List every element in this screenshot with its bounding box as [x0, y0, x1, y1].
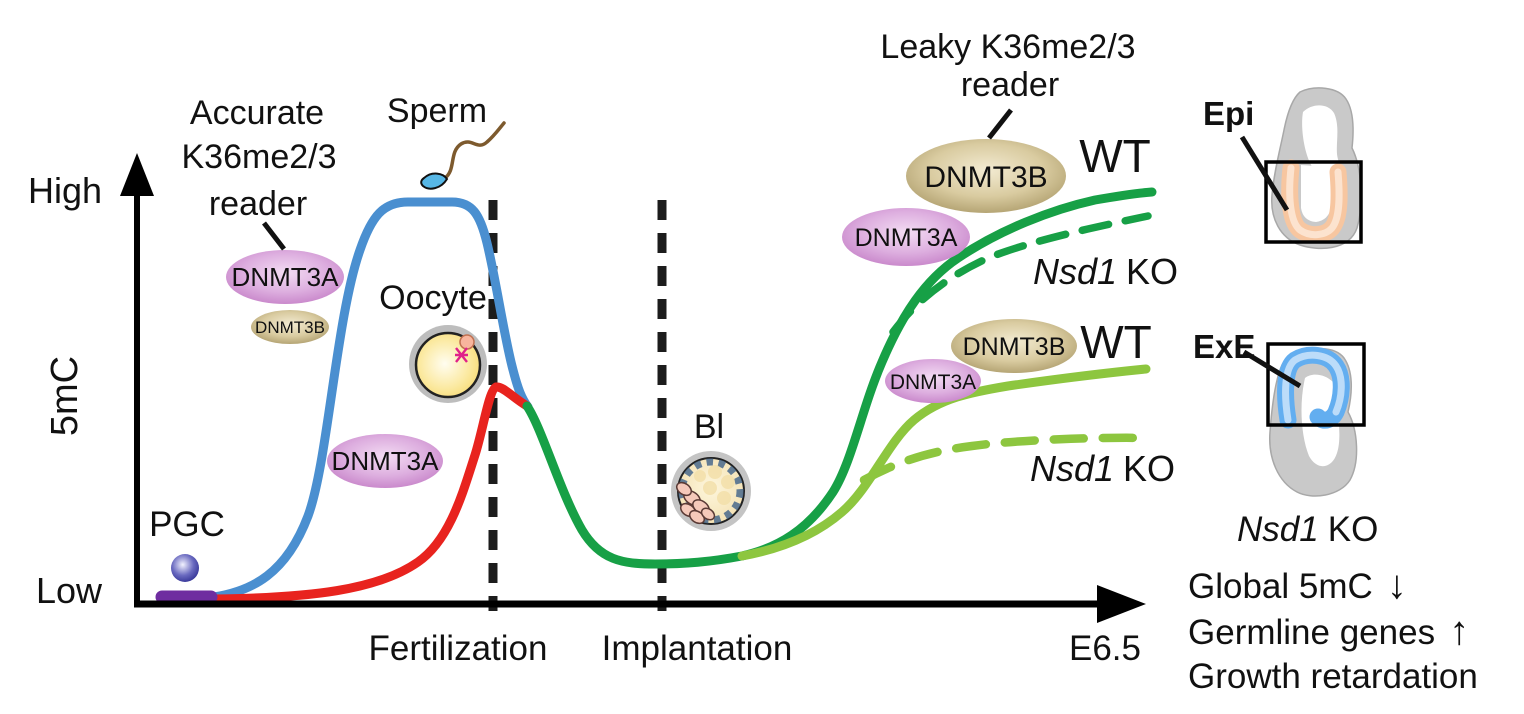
- dnmt3b-label-top-right: DNMT3B: [924, 161, 1047, 194]
- methylation-curves: [155, 187, 1157, 604]
- ko-suffix: KO: [1328, 510, 1379, 549]
- leaky-reader-line1: Leaky K36me2/3: [880, 28, 1135, 66]
- reader-annotations: Accurate K36me2/3 reader Leaky K36me2/3 …: [182, 28, 1136, 223]
- epi-embryo-illustration: Epi: [1203, 87, 1363, 250]
- axes: [120, 153, 1146, 623]
- up-arrow-icon: ↑: [1449, 609, 1469, 653]
- exe-label: ExE: [1193, 328, 1255, 365]
- y-axis-arrowhead: [120, 153, 154, 196]
- nsd1-gene-italic: Nsd1: [1033, 251, 1117, 292]
- leaky-reader-line2: reader: [961, 66, 1059, 104]
- leaky-reader-complex-epi: DNMT3B DNMT3A: [842, 108, 1066, 266]
- accurate-reader-line3: reader: [209, 185, 307, 223]
- blastocyst-icon: [671, 451, 751, 531]
- sperm-icon: [420, 121, 506, 190]
- epi-pointer-line: [1239, 135, 1290, 212]
- axis-labels: High Low 5mC Fertilization Implantation …: [28, 170, 1141, 668]
- x-axis-arrowhead: [1097, 585, 1146, 623]
- pgc-icon: [171, 554, 199, 582]
- embryo-exe-wt-curve: [737, 364, 1151, 561]
- dnmt3b-label-left: DNMT3B: [255, 318, 325, 337]
- dnmt3a-label-right-2: DNMT3A: [890, 371, 976, 394]
- exe-nsd1-ko-dashed-curve: [859, 433, 1153, 485]
- nsd1-gene-italic: Nsd1: [1237, 510, 1319, 549]
- epi-epiblast-band-highlight: [1286, 164, 1343, 239]
- dnmt3b-oval-top-right: [906, 139, 1066, 213]
- dnmt3b-oval-left: [251, 310, 329, 344]
- epi-nsd1-ko-dashed-curve: [889, 212, 1152, 336]
- blastocyst-trophectoderm-ring: [678, 458, 744, 524]
- x-end-label: E6.5: [1069, 629, 1141, 668]
- leaky-reader-pointer-line: [987, 108, 1013, 140]
- ko-summary-title: Nsd1 KO: [1237, 510, 1378, 549]
- nsd1-gene-italic: Nsd1: [1030, 448, 1114, 489]
- y-high-label: High: [28, 170, 102, 211]
- sperm-5mc-curve: [209, 197, 533, 602]
- oocyte-dnmt3a: DNMT3A: [327, 434, 443, 488]
- oocyte-spindle: [455, 347, 468, 363]
- dnmt3a-label-top-right: DNMT3A: [855, 224, 958, 252]
- y-axis-title: 5mC: [44, 356, 86, 436]
- accurate-reader-line1: Accurate: [190, 94, 324, 132]
- accurate-reader-complex: DNMT3A DNMT3B: [226, 221, 344, 344]
- sperm-tail: [443, 121, 506, 180]
- oocyte-polar-body: [459, 334, 475, 350]
- ko-suffix: KO: [1126, 251, 1178, 292]
- accurate-reader-pointer-line: [262, 221, 286, 251]
- epi-embryo-proamniotic-cavity: [1302, 105, 1341, 178]
- cell-labels: PGC Sperm Oocyte Bl: [149, 92, 724, 544]
- exe-pointer-line: [1242, 349, 1302, 389]
- sperm-label: Sperm: [387, 92, 487, 130]
- effect-text: Global 5mC: [1188, 567, 1373, 606]
- sperm-head: [420, 172, 449, 190]
- epi-label: Epi: [1203, 95, 1254, 132]
- ko-effect-growth-retardation: Growth retardation: [1188, 657, 1478, 696]
- pgc-sphere: [171, 554, 199, 582]
- x-tick-fertilization: Fertilization: [369, 629, 548, 668]
- dnmt3a-oval-right-2: [885, 359, 981, 403]
- dnmt3b-label-right-2: DNMT3B: [963, 333, 1066, 361]
- exe-band-highlight: [1282, 351, 1345, 424]
- blastocyst-label: Bl: [694, 408, 724, 446]
- dnmt3a-oval-top-right: [842, 208, 970, 266]
- wt-label-exe: WT: [1080, 316, 1152, 368]
- effect-text: Germline genes: [1188, 613, 1435, 652]
- epi-region-box: [1264, 160, 1363, 244]
- exe-embryo-illustration: ExE: [1193, 328, 1366, 497]
- accurate-reader-line2: K36me2/3: [182, 138, 337, 176]
- nsd1-ko-summary: Nsd1 KO Global 5mC ↓ Germline genes ↑ Growt…: [1188, 510, 1478, 696]
- oocyte-icon: [409, 325, 487, 403]
- nsd1-ko-label-exe: Nsd1 KO: [1030, 448, 1175, 489]
- x-tick-implantation: Implantation: [602, 629, 793, 668]
- ko-effect-germline-genes: Germline genes ↑: [1188, 609, 1469, 653]
- embryo-epi-wt-curve: [522, 187, 1157, 569]
- leaky-reader-complex-exe: DNMT3B DNMT3A: [885, 319, 1077, 403]
- y-low-label: Low: [36, 570, 103, 611]
- blastocyst-icm: [675, 481, 716, 525]
- dnmt3a-oval-left: [226, 250, 344, 304]
- down-arrow-icon: ↓: [1387, 563, 1407, 607]
- dnmt3a-label-left: DNMT3A: [232, 262, 340, 292]
- pgc-label: PGC: [149, 505, 225, 544]
- dnmt3b-oval-right-2: [951, 319, 1077, 373]
- oocyte-5mc-curve: [209, 382, 532, 604]
- genotype-labels: WT Nsd1 KO WT Nsd1 KO: [1030, 130, 1178, 489]
- blastocyst-honeycomb: [694, 465, 735, 505]
- epi-embryo-inner-cavity: [1301, 165, 1331, 222]
- dnmt3a-label-mid: DNMT3A: [332, 446, 440, 476]
- exe-region-box: [1266, 342, 1366, 427]
- oocyte-label: Oocyte: [379, 279, 487, 317]
- ko-effect-global-5mc: Global 5mC ↓: [1188, 563, 1407, 607]
- nsd1-ko-label-epi: Nsd1 KO: [1033, 251, 1178, 292]
- dnmt3a-oval-mid: [327, 434, 443, 488]
- ko-suffix: KO: [1123, 448, 1175, 489]
- wt-label-epi: WT: [1079, 130, 1151, 182]
